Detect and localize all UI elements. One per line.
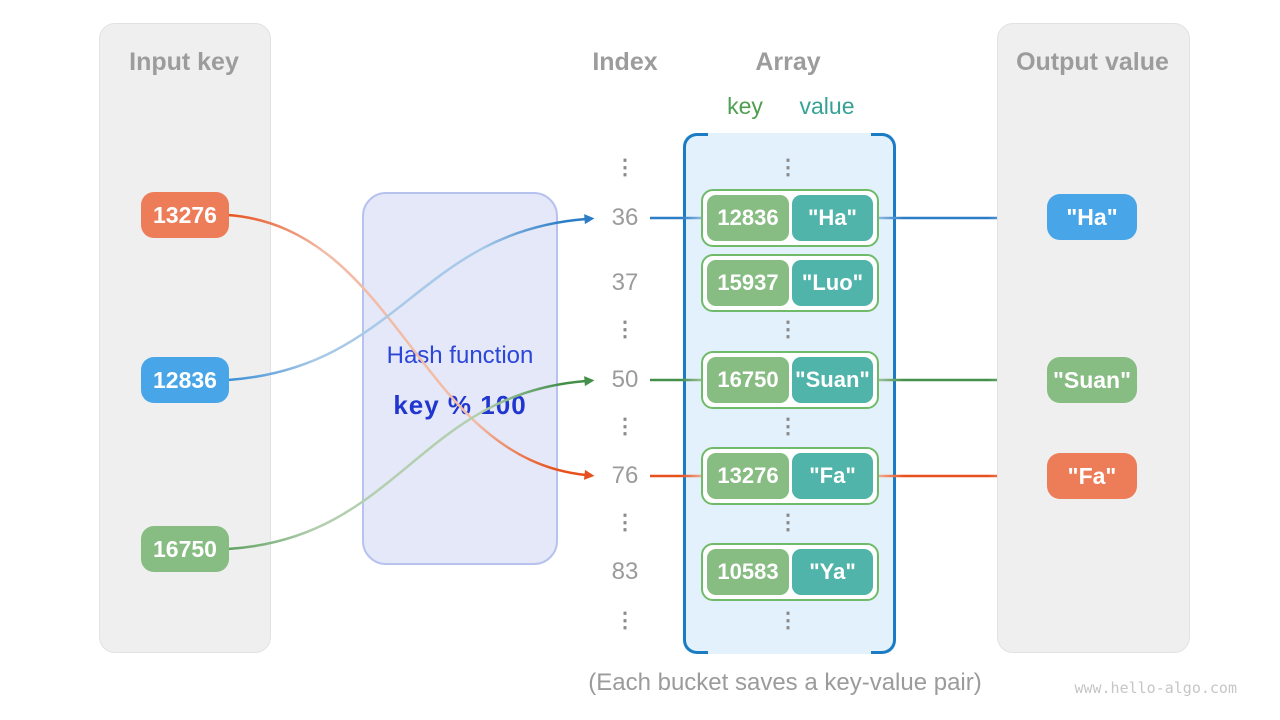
output-panel-title: Output value xyxy=(1016,48,1169,76)
array-header: Array xyxy=(755,48,821,76)
input-panel-title: Input key xyxy=(129,48,239,76)
watermark: www.hello-algo.com xyxy=(1074,679,1237,697)
index-37: 37 xyxy=(611,269,639,296)
index-50: 50 xyxy=(611,366,639,393)
bucket-76-key: 13276 xyxy=(707,453,789,499)
bucket-50: 16750 "Suan" xyxy=(701,351,879,409)
output-value-fa: "Fa" xyxy=(1047,453,1137,499)
diagram-caption: (Each bucket saves a key-value pair) xyxy=(588,669,982,696)
array-ellipsis-2: ⋮ xyxy=(777,318,799,341)
bucket-37-key: 15937 xyxy=(707,260,789,306)
bucket-50-key: 16750 xyxy=(707,357,789,403)
bucket-36-key: 12836 xyxy=(707,195,789,241)
array-ellipsis-bottom: ⋮ xyxy=(777,609,799,632)
key-column-header: key xyxy=(727,93,763,119)
bucket-37: 15937 "Luo" xyxy=(701,254,879,312)
bucket-50-value: "Suan" xyxy=(792,357,873,403)
bucket-37-value: "Luo" xyxy=(792,260,873,306)
bucket-83: 10583 "Ya" xyxy=(701,543,879,601)
output-value-ha: "Ha" xyxy=(1047,194,1137,240)
input-key-12836: 12836 xyxy=(141,357,229,403)
output-value-panel xyxy=(997,23,1190,653)
bucket-36: 12836 "Ha" xyxy=(701,189,879,247)
input-key-13276: 13276 xyxy=(141,192,229,238)
index-ellipsis-bottom: ⋮ xyxy=(614,609,636,632)
index-ellipsis-3: ⋮ xyxy=(614,415,636,438)
bucket-76: 13276 "Fa" xyxy=(701,447,879,505)
input-key-16750: 16750 xyxy=(141,526,229,572)
bucket-36-value: "Ha" xyxy=(792,195,873,241)
array-bracket-left xyxy=(683,133,708,654)
index-36: 36 xyxy=(611,204,639,231)
bucket-83-value: "Ya" xyxy=(792,549,873,595)
hash-formula: key % 100 xyxy=(393,390,527,420)
hash-function-box: Hash function key % 100 xyxy=(362,192,558,565)
output-value-suan: "Suan" xyxy=(1047,357,1137,403)
array-ellipsis-top: ⋮ xyxy=(777,156,799,179)
index-ellipsis-4: ⋮ xyxy=(614,511,636,534)
index-83: 83 xyxy=(611,558,639,585)
bucket-76-value: "Fa" xyxy=(792,453,873,499)
index-header: Index xyxy=(592,48,658,76)
bucket-83-key: 10583 xyxy=(707,549,789,595)
value-column-header: value xyxy=(799,93,855,119)
array-ellipsis-4: ⋮ xyxy=(777,511,799,534)
array-bracket-right xyxy=(871,133,896,654)
hash-function-label: Hash function xyxy=(386,342,534,369)
index-ellipsis-2: ⋮ xyxy=(614,318,636,341)
index-ellipsis-top: ⋮ xyxy=(614,156,636,179)
index-76: 76 xyxy=(611,462,639,489)
array-ellipsis-3: ⋮ xyxy=(777,415,799,438)
